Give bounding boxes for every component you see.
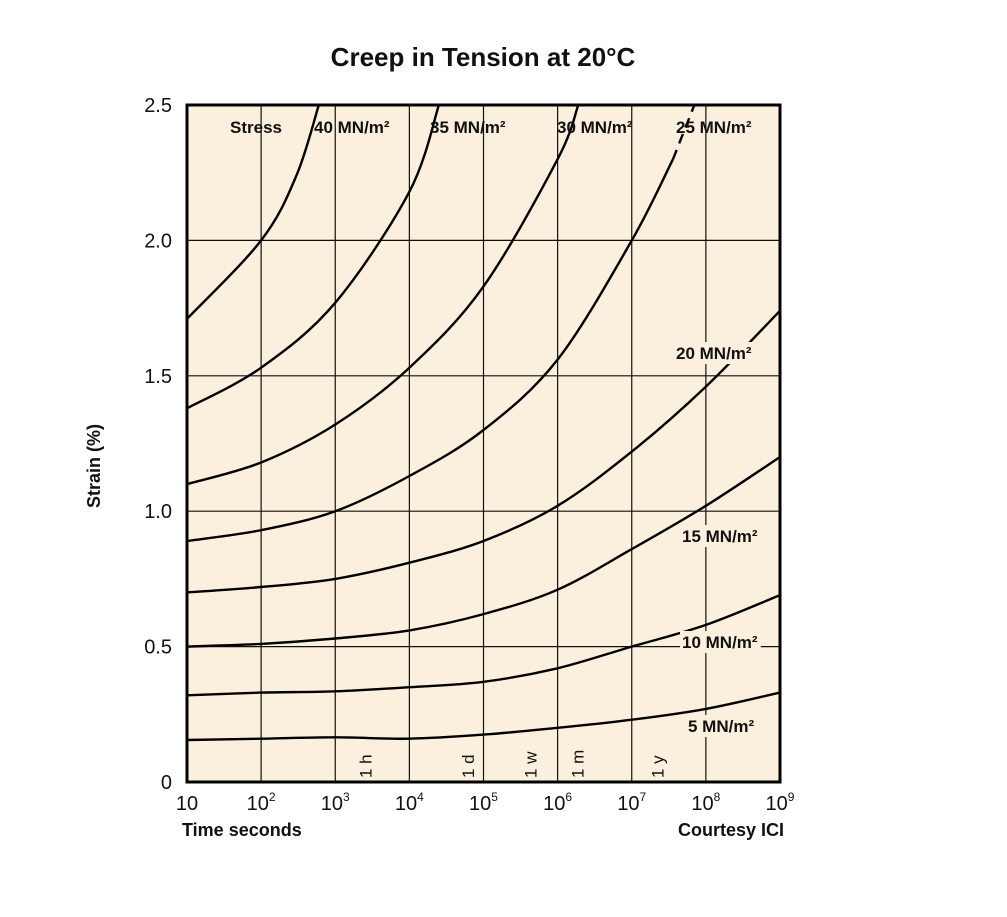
curve-label: 25 MN/m² <box>676 118 752 137</box>
y-axis-label: Strain (%) <box>84 424 104 508</box>
series-line-6 <box>186 104 441 410</box>
series-line-0 <box>186 691 781 742</box>
y-tick-label: 0.5 <box>144 637 172 659</box>
x-tick-label: 109 <box>766 790 795 815</box>
y-tick-label: 2.5 <box>144 95 172 117</box>
x-tick-label: 105 <box>469 790 498 815</box>
x-tick-label: 10 <box>176 793 198 815</box>
x-tick-label: 106 <box>543 790 572 815</box>
time-marker-label: 1 m <box>568 750 587 778</box>
time-marker-label: 1 h <box>356 754 375 778</box>
series-line-5 <box>186 104 580 486</box>
curve-label-bg <box>686 715 758 737</box>
curve-label: 35 MN/m² <box>430 118 506 137</box>
curve-label: 30 MN/m² <box>557 118 633 137</box>
curve-label-bg <box>680 525 761 547</box>
x-tick-labels: 10 102 103 104 105 106 107 108 109 <box>176 790 795 815</box>
curve-label-bg <box>674 342 755 364</box>
x-tick-label: 107 <box>617 790 646 815</box>
y-tick-label: 2.0 <box>144 230 172 252</box>
x-tick-label: 102 <box>247 790 276 815</box>
curve-label: 5 MN/m² <box>688 717 754 736</box>
curve-labels: 5 MN/m² 10 MN/m² 15 MN/m² 20 MN/m² 25 MN/m² 3… <box>314 118 761 737</box>
curve-label: 40 MN/m² <box>314 118 390 137</box>
stress-header: Stress <box>230 118 282 137</box>
time-markers: 1 h 1 d 1 w 1 m 1 y <box>356 750 667 778</box>
time-marker-label: 1 d <box>459 754 478 778</box>
series-line-7 <box>186 104 320 320</box>
series-line-2 <box>186 455 781 648</box>
curve-label-bg <box>680 631 761 653</box>
curve-label: 15 MN/m² <box>682 527 758 546</box>
series-line-dashed-4 <box>671 104 696 160</box>
x-tick-label: 104 <box>395 790 424 815</box>
curve-label: 10 MN/m² <box>682 633 758 652</box>
x-axis-label: Time seconds <box>182 820 302 840</box>
y-tick-label: 0 <box>161 772 172 794</box>
courtesy-note: Courtesy ICI <box>678 820 784 840</box>
chart-title: Creep in Tension at 20°C <box>331 42 636 72</box>
series-line-3 <box>186 309 781 594</box>
series-curves <box>186 104 781 742</box>
time-marker-label: 1 y <box>649 755 668 778</box>
x-tick-label: 103 <box>321 790 350 815</box>
grid <box>187 105 780 782</box>
y-tick-label: 1.0 <box>144 501 172 523</box>
time-marker-label: 1 w <box>521 751 540 778</box>
series-line-4 <box>186 158 675 543</box>
y-tick-labels: 0 0.5 1.0 1.5 2.0 2.5 <box>144 95 172 794</box>
y-tick-label: 1.5 <box>144 366 172 388</box>
x-tick-label: 108 <box>691 790 720 815</box>
curve-label: 20 MN/m² <box>676 344 752 363</box>
